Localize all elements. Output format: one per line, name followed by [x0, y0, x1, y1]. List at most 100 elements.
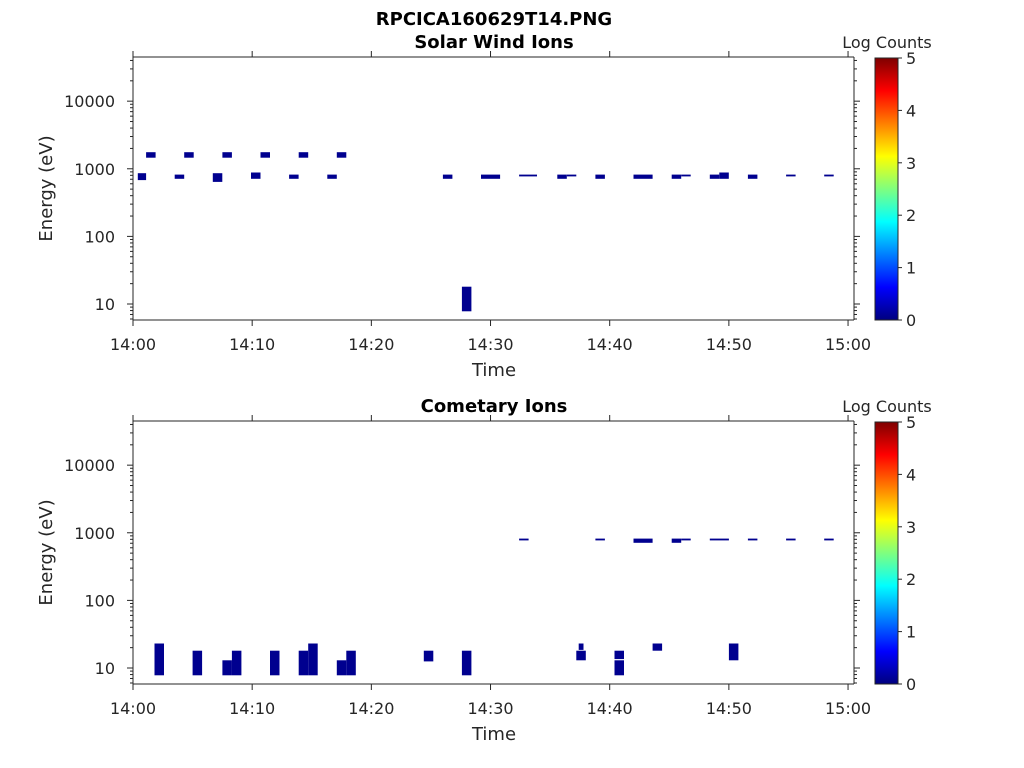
- data-cell-9: [423, 650, 434, 662]
- data-cell-11: [336, 152, 347, 158]
- x-tick-label: 14:40: [587, 335, 633, 354]
- x-tick-label: 15:00: [825, 699, 871, 718]
- colorbar-tick-label: 3: [906, 518, 916, 537]
- colorbar-tick-label: 3: [906, 154, 916, 173]
- data-cell-19: [671, 538, 682, 543]
- colorbar-tick-label: 4: [906, 101, 916, 120]
- data-cell-0: [154, 643, 164, 676]
- colorbar: [874, 421, 899, 685]
- data-cell-12: [442, 174, 453, 179]
- data-cell-8: [346, 650, 356, 676]
- data-cell-3: [231, 650, 242, 676]
- y-tick-label: 100: [84, 227, 115, 246]
- data-cell-8: [289, 174, 299, 179]
- colorbar-tick-label: 1: [906, 623, 916, 642]
- data-cell-22: [728, 643, 739, 661]
- colorbar-label: Log Counts: [842, 397, 932, 416]
- x-tick-label: 14:50: [706, 699, 752, 718]
- x-tick-label: 14:10: [229, 335, 275, 354]
- data-cell-6: [308, 643, 318, 676]
- data-cell-2: [222, 660, 232, 676]
- colorbar: [874, 57, 899, 321]
- data-cell-11: [519, 538, 529, 541]
- x-tick-label: 14:40: [587, 699, 633, 718]
- data-cell-20: [671, 174, 682, 179]
- x-axis-label: Time: [471, 724, 516, 745]
- x-tick-label: 15:00: [825, 335, 871, 354]
- colorbar-tick-label: 2: [906, 570, 916, 589]
- x-axis-label: Time: [471, 360, 516, 381]
- data-cell-22: [709, 174, 720, 179]
- y-axis-label: Energy (eV): [36, 135, 57, 241]
- data-cell-24: [786, 538, 796, 541]
- data-cell-3: [184, 152, 194, 158]
- data-cell-18: [595, 174, 605, 179]
- x-tick-label: 14:30: [467, 335, 513, 354]
- solar-wind-ions-panel: 14:00 14:10 14:20 14:30 14:40 14:50 15:0010100…: [36, 32, 932, 381]
- data-cell-5: [298, 650, 309, 676]
- data-cell-20: [681, 538, 691, 541]
- data-cell-25: [786, 174, 796, 177]
- data-cell-10: [327, 174, 337, 179]
- data-cell-17: [566, 174, 577, 177]
- data-cell-16: [557, 174, 567, 179]
- data-cell-10: [461, 650, 472, 676]
- y-tick-label: 10: [95, 295, 115, 314]
- data-cell-7: [336, 660, 347, 676]
- colorbar-tick-label: 0: [906, 675, 916, 694]
- x-tick-label: 14:00: [110, 699, 156, 718]
- data-cell-4: [212, 173, 223, 182]
- y-axis-label: Energy (eV): [36, 499, 57, 605]
- data-cell-19: [633, 174, 653, 179]
- data-cell-26: [824, 174, 834, 177]
- x-tick-label: 14:00: [110, 335, 156, 354]
- panel-title: Cometary Ions: [421, 396, 568, 417]
- data-cell-15: [519, 174, 537, 177]
- panel-title: Solar Wind Ions: [414, 32, 573, 53]
- data-cell-0: [137, 173, 147, 181]
- y-tick-label: 100: [84, 591, 115, 610]
- data-cell-13: [578, 643, 584, 650]
- y-tick-label: 1000: [74, 160, 115, 179]
- data-cell-13: [461, 286, 472, 312]
- colorbar-label: Log Counts: [842, 33, 932, 52]
- y-tick-label: 10000: [64, 456, 115, 475]
- data-cell-17: [633, 538, 653, 543]
- x-tick-label: 14:50: [706, 335, 752, 354]
- plot-area: [133, 57, 854, 320]
- data-cell-4: [270, 650, 280, 676]
- data-cell-25: [824, 538, 834, 541]
- data-cell-1: [192, 650, 203, 676]
- colorbar-tick-label: 5: [906, 49, 916, 68]
- data-cell-1: [146, 152, 156, 158]
- colorbar-tick-label: 0: [906, 311, 916, 330]
- data-cell-6: [251, 172, 261, 179]
- data-cell-2: [174, 174, 185, 179]
- colorbar-tick-label: 5: [906, 413, 916, 432]
- data-cell-16: [614, 650, 624, 660]
- colorbar-tick-label: 1: [906, 259, 916, 278]
- x-tick-label: 14:20: [348, 335, 394, 354]
- data-cell-15: [614, 660, 624, 676]
- colorbar-tick-label: 2: [906, 206, 916, 225]
- colorbar-tick-label: 4: [906, 465, 916, 484]
- data-cell-21: [681, 174, 691, 177]
- data-cell-14: [481, 174, 501, 179]
- data-cell-23: [747, 538, 758, 541]
- cometary-ions-panel: 14:00 14:10 14:20 14:30 14:40 14:50 15:0010100…: [36, 396, 932, 745]
- data-cell-5: [222, 152, 232, 158]
- x-tick-label: 14:30: [467, 699, 513, 718]
- data-cell-24: [747, 174, 758, 179]
- data-cell-7: [260, 152, 270, 158]
- x-tick-label: 14:20: [348, 699, 394, 718]
- data-cell-23: [719, 172, 729, 179]
- y-tick-label: 1000: [74, 524, 115, 543]
- figure-title: RPCICA160629T14.PNG: [376, 9, 612, 30]
- plot-area: [133, 421, 854, 684]
- data-cell-12: [576, 650, 586, 661]
- data-cell-9: [298, 152, 309, 158]
- data-cell-18: [652, 643, 663, 651]
- data-cell-21: [709, 538, 729, 541]
- data-cell-14: [595, 538, 605, 541]
